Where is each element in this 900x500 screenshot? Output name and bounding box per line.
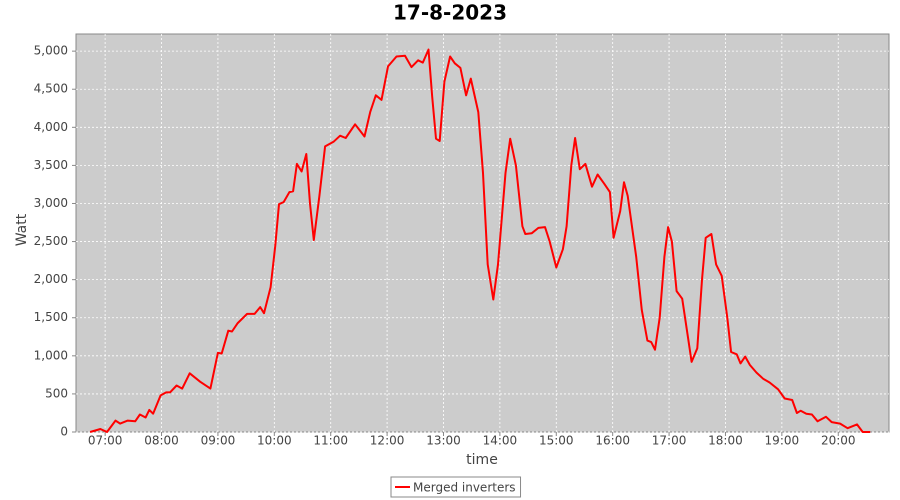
y-tick-label: 1,000: [34, 348, 68, 362]
y-tick-label: 1,500: [34, 310, 68, 324]
x-tick-label: 13:00: [426, 434, 461, 448]
plot-area: [75, 33, 890, 433]
x-tick-label: 11:00: [313, 434, 348, 448]
y-tick-label: 500: [45, 386, 68, 400]
legend-box: [390, 476, 522, 498]
y-tick-label: 3,000: [34, 196, 68, 210]
x-tick-label: 15:00: [539, 434, 574, 448]
y-tick-label: 2,000: [34, 272, 68, 286]
y-axis-label: Watt: [14, 213, 30, 246]
y-tick-label: 0: [60, 425, 68, 439]
x-tick-label: 18:00: [708, 434, 743, 448]
x-tick-label: 08:00: [144, 434, 179, 448]
y-tick-label: 4,500: [34, 82, 68, 96]
chart-title: 17-8-2023: [393, 1, 507, 25]
legend-label: Merged inverters: [413, 481, 516, 495]
x-tick-label: 12:00: [370, 434, 405, 448]
y-tick-label: 5,000: [34, 44, 68, 58]
x-tick-label: 17:00: [652, 434, 687, 448]
x-axis-label: time: [466, 452, 498, 468]
y-tick-label: 3,500: [34, 158, 68, 172]
y-tick-label: 2,500: [34, 234, 68, 248]
legend: Merged inverters: [390, 476, 522, 498]
x-tick-label: 10:00: [257, 434, 292, 448]
x-tick-label: 14:00: [483, 434, 518, 448]
x-tick-label: 16:00: [595, 434, 630, 448]
y-tick-label: 4,000: [34, 120, 68, 134]
x-tick-label: 09:00: [201, 434, 236, 448]
x-tick-label: 20:00: [821, 434, 856, 448]
data-line: [89, 48, 871, 433]
x-tick-label: 19:00: [765, 434, 800, 448]
x-tick-label: 07:00: [88, 434, 123, 448]
